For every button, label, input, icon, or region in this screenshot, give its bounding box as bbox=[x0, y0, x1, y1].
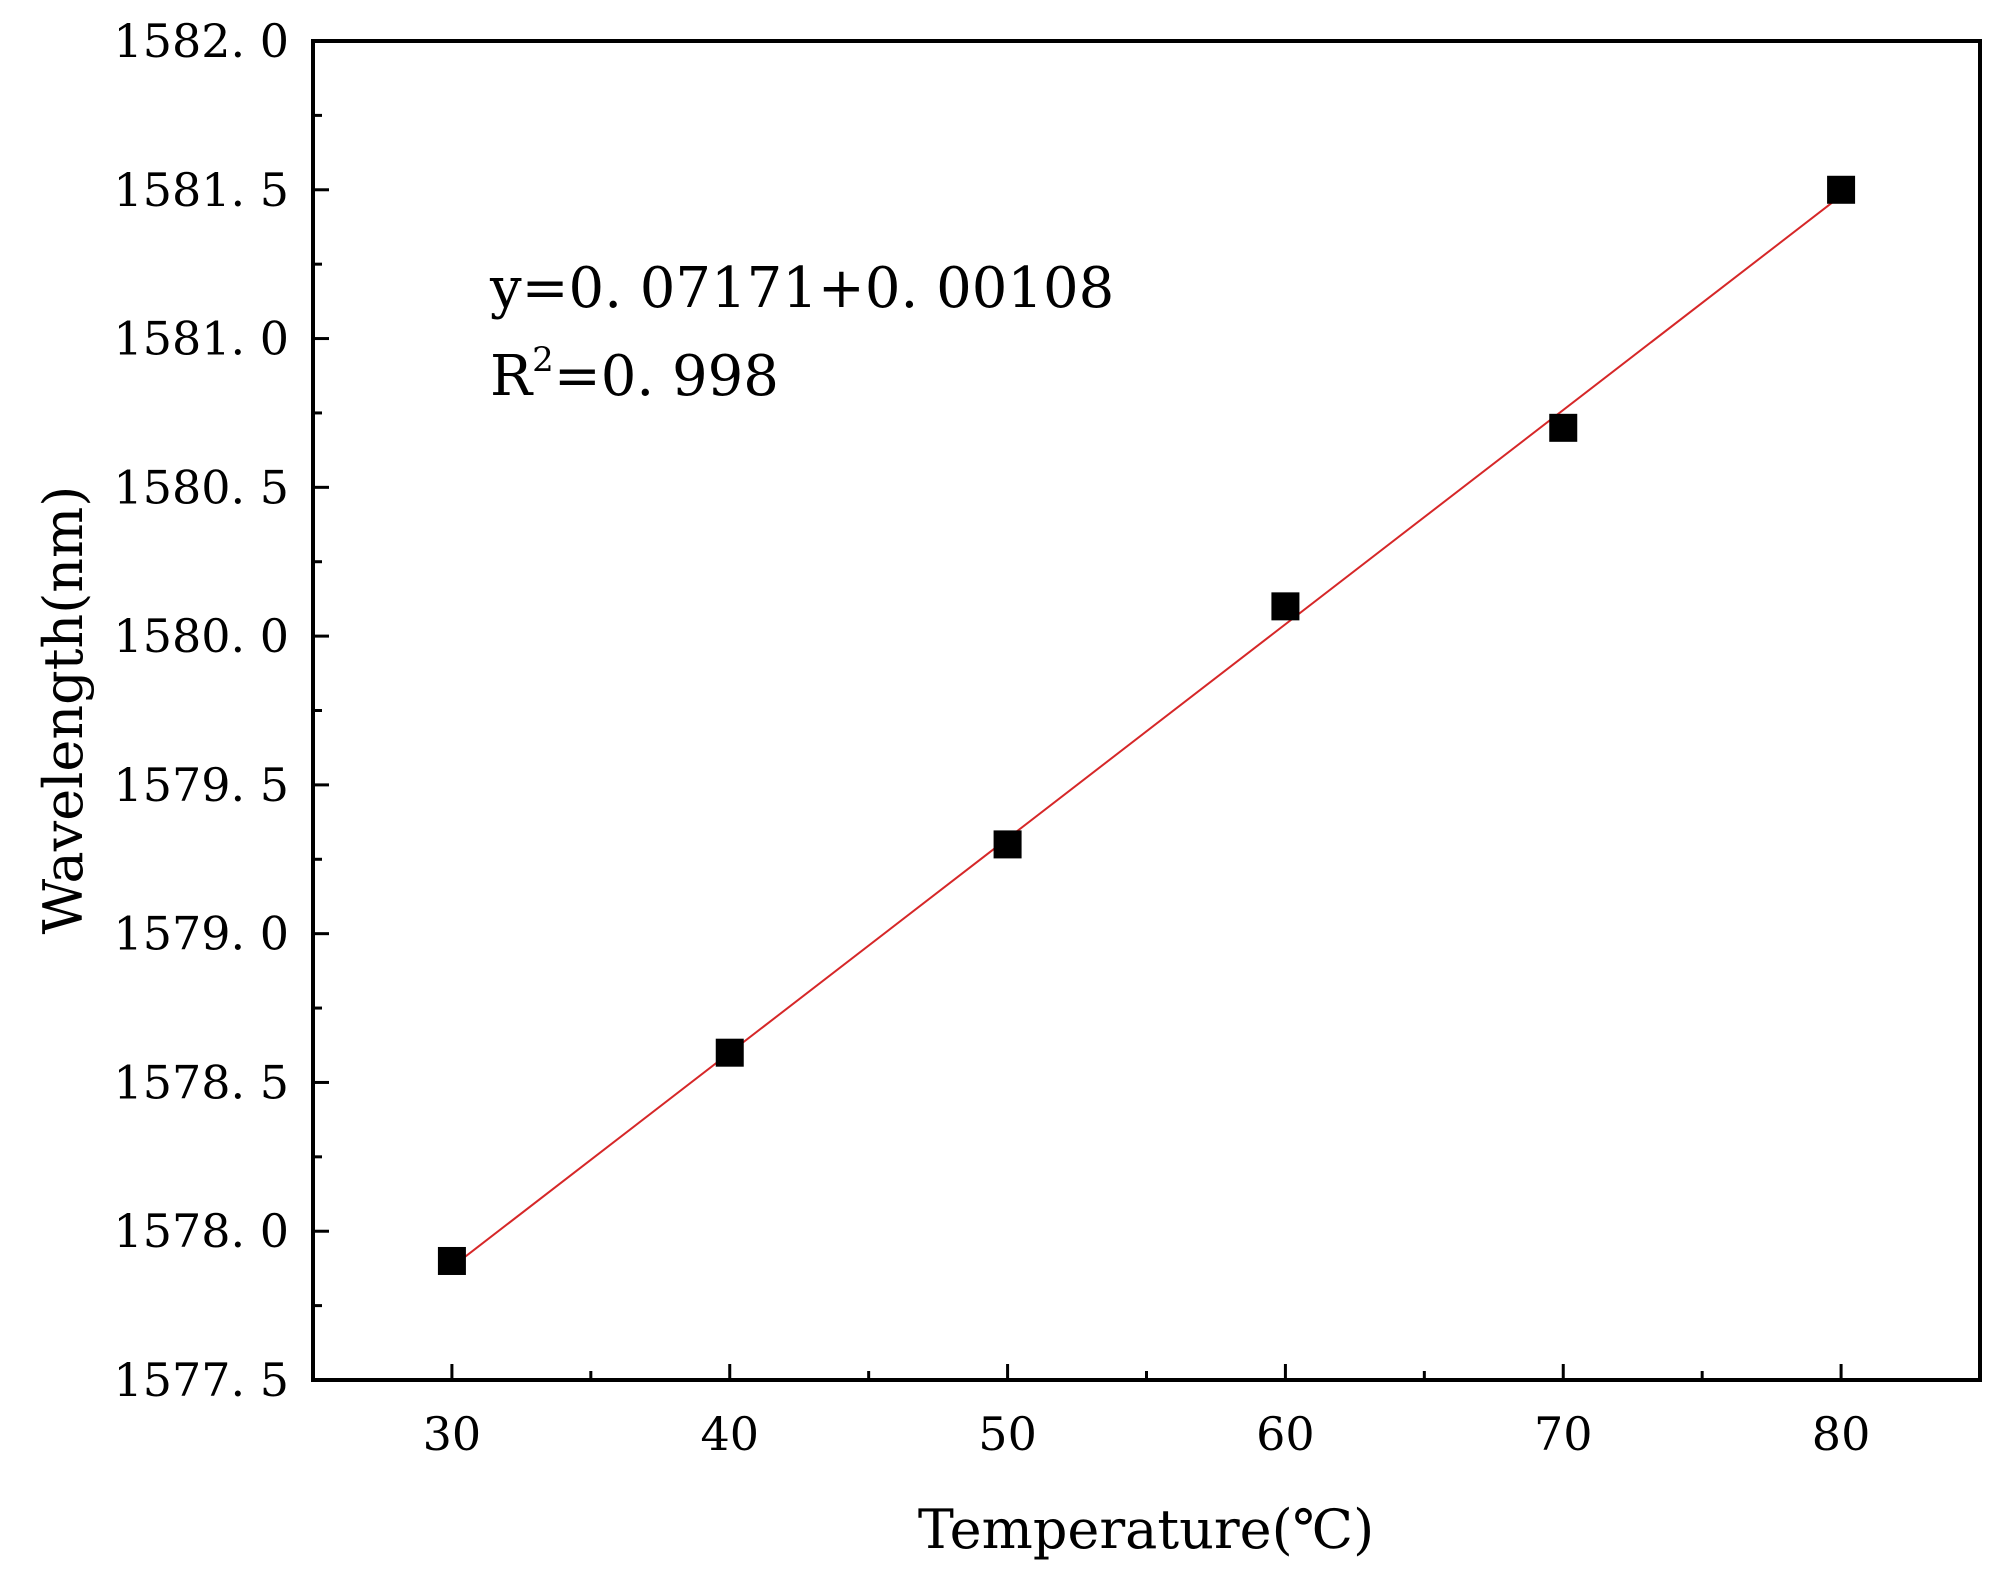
data-points bbox=[437, 175, 1856, 1275]
y-tick-label: 1580. 5 bbox=[113, 460, 289, 514]
data-point bbox=[715, 1038, 744, 1067]
x-tick-label: 60 bbox=[1256, 1407, 1315, 1461]
y-tick-label: 1578. 0 bbox=[113, 1204, 289, 1258]
y-axis: 1577. 5 1578. 0 1578. 5 1579. 0 1579. 5 1580.… bbox=[113, 14, 329, 1407]
x-tick-label: 40 bbox=[700, 1407, 759, 1461]
fit-equation: y=0. 07171+0. 00108 bbox=[489, 256, 1114, 321]
y-tick-label: 1577. 5 bbox=[113, 1353, 289, 1407]
data-point bbox=[437, 1246, 466, 1275]
y-tick-label: 1580. 0 bbox=[113, 609, 289, 663]
x-tick-label: 70 bbox=[1534, 1407, 1593, 1461]
x-tick-label: 50 bbox=[978, 1407, 1037, 1461]
x-tick-label: 30 bbox=[423, 1407, 482, 1461]
x-tick-label: 80 bbox=[1812, 1407, 1871, 1461]
r-squared: R2=0. 998 bbox=[490, 340, 779, 409]
y-tick-label: 1579. 5 bbox=[113, 758, 289, 812]
plot-frame bbox=[311, 39, 1982, 1382]
data-point bbox=[993, 830, 1022, 859]
y-tick-label: 1578. 5 bbox=[113, 1055, 289, 1109]
y-tick-label: 1579. 0 bbox=[113, 907, 289, 961]
data-point bbox=[1827, 175, 1856, 204]
x-axis: 30 40 50 60 70 80 bbox=[423, 1364, 1871, 1461]
y-axis-title: Wavelength(nm) bbox=[32, 486, 95, 935]
y-tick-label: 1581. 5 bbox=[113, 163, 289, 217]
data-point bbox=[1549, 413, 1578, 442]
y-tick-label: 1582. 0 bbox=[113, 14, 289, 68]
y-tick-label: 1581. 0 bbox=[113, 312, 289, 366]
fit-line bbox=[451, 194, 1842, 1268]
x-axis-title: Temperature(℃) bbox=[918, 1498, 1374, 1561]
data-point bbox=[1271, 592, 1300, 621]
